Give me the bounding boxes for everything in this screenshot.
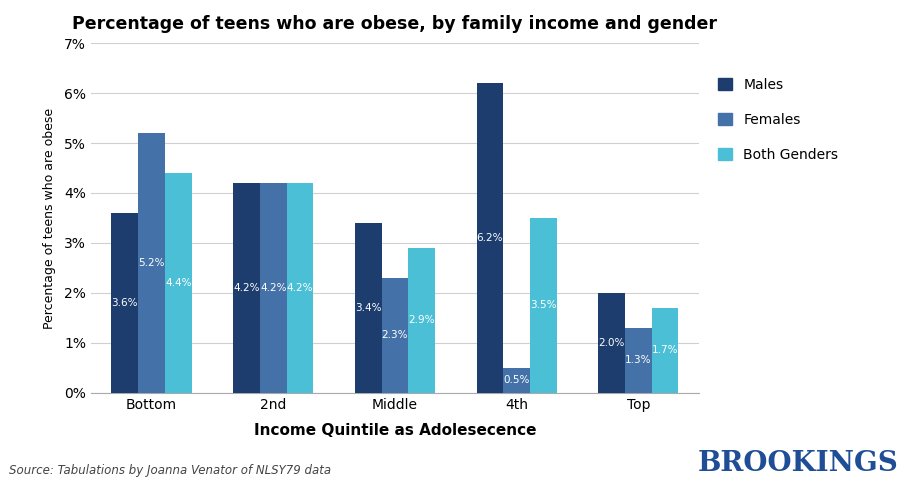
Text: BROOKINGS: BROOKINGS: [698, 450, 899, 477]
Text: 2.0%: 2.0%: [598, 338, 625, 348]
Text: 4.4%: 4.4%: [165, 278, 192, 288]
X-axis label: Income Quintile as Adolesecence: Income Quintile as Adolesecence: [253, 423, 537, 438]
Bar: [287, 183, 313, 393]
Text: 2.9%: 2.9%: [409, 315, 435, 325]
Bar: [409, 248, 435, 393]
Bar: [138, 133, 165, 393]
Text: 1.7%: 1.7%: [652, 345, 678, 355]
Bar: [260, 183, 287, 393]
Bar: [233, 183, 260, 393]
Text: 4.2%: 4.2%: [260, 283, 287, 293]
Text: Source: Tabulations by Joanna Venator of NLSY79 data: Source: Tabulations by Joanna Venator of…: [9, 464, 331, 477]
Text: 4.2%: 4.2%: [287, 283, 313, 293]
Bar: [652, 308, 678, 393]
Text: 3.4%: 3.4%: [355, 303, 381, 313]
Text: 5.2%: 5.2%: [138, 258, 165, 268]
Bar: [625, 328, 652, 393]
Bar: [165, 173, 192, 393]
Bar: [530, 218, 557, 393]
Text: 3.5%: 3.5%: [530, 300, 557, 310]
Bar: [112, 213, 138, 393]
Title: Percentage of teens who are obese, by family income and gender: Percentage of teens who are obese, by fa…: [73, 15, 717, 33]
Text: 4.2%: 4.2%: [233, 283, 260, 293]
Text: 2.3%: 2.3%: [381, 331, 409, 341]
Text: 0.5%: 0.5%: [503, 375, 530, 385]
Text: 3.6%: 3.6%: [112, 298, 138, 308]
Legend: Males, Females, Both Genders: Males, Females, Both Genders: [718, 78, 838, 162]
Text: 6.2%: 6.2%: [477, 233, 503, 243]
Bar: [355, 223, 381, 393]
Y-axis label: Percentage of teens who are obese: Percentage of teens who are obese: [43, 107, 55, 329]
Bar: [381, 278, 409, 393]
Bar: [598, 293, 625, 393]
Bar: [477, 83, 503, 393]
Bar: [503, 368, 530, 393]
Text: 1.3%: 1.3%: [625, 355, 652, 365]
